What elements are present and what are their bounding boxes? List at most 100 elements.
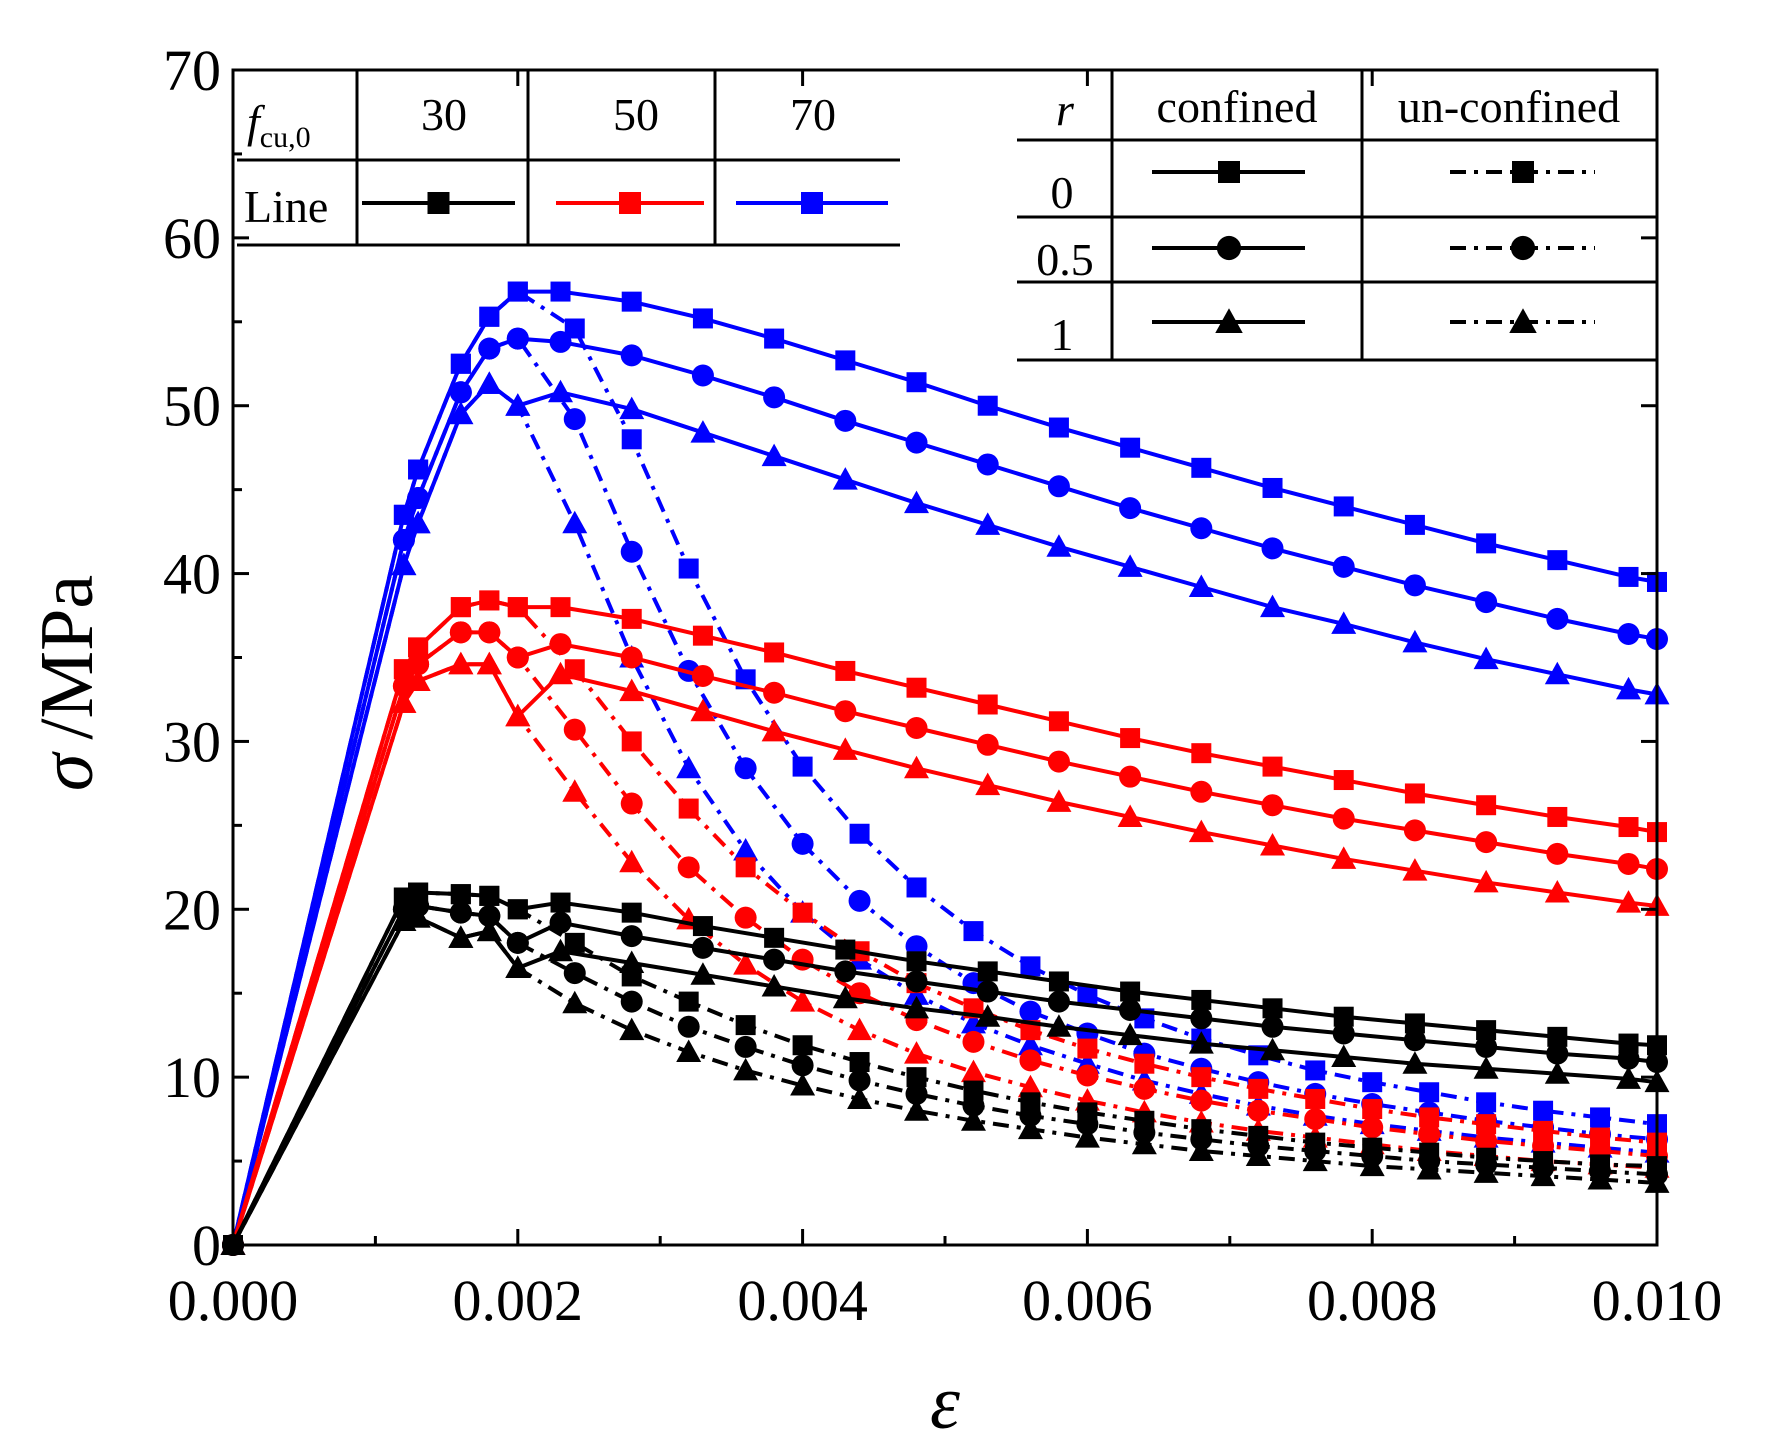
data-point bbox=[1190, 1007, 1213, 1030]
data-point bbox=[678, 558, 699, 579]
y-tick-label: 40 bbox=[163, 542, 221, 607]
data-point bbox=[1616, 1066, 1642, 1089]
data-point bbox=[621, 902, 642, 923]
data-point bbox=[506, 327, 529, 350]
data-point bbox=[691, 936, 714, 959]
data-point bbox=[479, 590, 500, 611]
data-point bbox=[1618, 566, 1639, 587]
data-point bbox=[1120, 728, 1141, 749]
x-tick-label: 0.004 bbox=[737, 1268, 868, 1333]
data-point bbox=[1188, 1031, 1214, 1054]
data-point bbox=[1533, 1120, 1554, 1141]
data-point bbox=[1188, 1138, 1214, 1161]
data-point bbox=[1590, 1107, 1611, 1128]
data-point bbox=[1473, 869, 1499, 893]
data-point bbox=[548, 379, 574, 403]
data-point bbox=[1048, 971, 1069, 992]
data-point bbox=[1017, 1074, 1043, 1098]
data-point bbox=[835, 660, 856, 681]
data-point bbox=[1404, 1013, 1425, 1034]
data-point bbox=[548, 938, 574, 962]
data-point bbox=[621, 608, 642, 629]
legend-unconfined-marker bbox=[1510, 235, 1536, 261]
data-point bbox=[1262, 756, 1283, 777]
data-point bbox=[506, 646, 529, 669]
legend-strength-value-50: 50 bbox=[613, 89, 659, 140]
data-point bbox=[963, 921, 984, 942]
legend-unconfined-header: un-confined bbox=[1398, 81, 1620, 132]
data-point bbox=[678, 991, 699, 1012]
data-point bbox=[619, 396, 645, 420]
data-point bbox=[733, 952, 759, 975]
data-point bbox=[960, 1108, 986, 1131]
data-point bbox=[692, 308, 713, 329]
data-point bbox=[620, 344, 643, 367]
data-point bbox=[478, 621, 501, 644]
data-point bbox=[408, 637, 429, 658]
data-point bbox=[692, 625, 713, 646]
data-point bbox=[1047, 475, 1070, 498]
data-point bbox=[1017, 1116, 1043, 1140]
legend-strength-samples bbox=[362, 192, 888, 214]
data-point bbox=[1475, 1129, 1498, 1152]
data-point bbox=[1077, 984, 1098, 1005]
data-point bbox=[507, 899, 528, 920]
data-point bbox=[1048, 417, 1069, 438]
data-point bbox=[1473, 646, 1499, 670]
data-point bbox=[391, 552, 417, 576]
y-axis-unit: /MPa bbox=[25, 575, 109, 740]
data-point bbox=[1261, 794, 1284, 817]
data-point bbox=[1262, 998, 1283, 1019]
data-point bbox=[449, 621, 472, 644]
data-point bbox=[906, 877, 927, 898]
data-point bbox=[975, 1004, 1001, 1027]
data-point bbox=[1362, 1072, 1383, 1093]
data-point bbox=[1020, 956, 1041, 977]
data-point bbox=[620, 646, 643, 669]
data-point bbox=[1304, 1108, 1327, 1131]
data-point bbox=[1419, 1107, 1440, 1128]
data-point bbox=[1019, 1104, 1042, 1127]
data-point bbox=[619, 849, 645, 873]
legend-confined-marker bbox=[1218, 161, 1240, 183]
data-point bbox=[620, 792, 643, 815]
data-point bbox=[963, 1080, 984, 1101]
data-point bbox=[1476, 1020, 1497, 1041]
data-point bbox=[790, 1073, 816, 1096]
data-point bbox=[761, 718, 787, 742]
legend-square-marker bbox=[801, 192, 823, 214]
data-point bbox=[1546, 607, 1569, 630]
legend-strength-value-30: 30 bbox=[421, 89, 467, 140]
data-point bbox=[621, 429, 642, 450]
data-point bbox=[1191, 457, 1212, 478]
legend-square-marker bbox=[619, 192, 641, 214]
data-point bbox=[405, 905, 431, 928]
data-point bbox=[1332, 807, 1355, 830]
data-point bbox=[620, 540, 643, 563]
data-point bbox=[1544, 880, 1570, 903]
data-point bbox=[1120, 437, 1141, 458]
data-point bbox=[1333, 1006, 1354, 1027]
data-point bbox=[1188, 574, 1214, 597]
legend-strength: fcu,0 30 50 70 Line bbox=[237, 70, 900, 247]
data-point bbox=[791, 832, 814, 855]
data-point bbox=[550, 597, 571, 618]
data-point bbox=[1403, 819, 1426, 842]
data-point bbox=[905, 717, 928, 739]
x-tick-label: 0.010 bbox=[1592, 1268, 1723, 1333]
data-point bbox=[1120, 981, 1141, 1002]
data-point bbox=[1617, 623, 1640, 645]
data-point bbox=[619, 678, 645, 702]
data-point bbox=[676, 755, 702, 779]
data-point bbox=[847, 1086, 873, 1109]
data-point bbox=[1302, 1148, 1328, 1172]
data-point bbox=[621, 291, 642, 312]
data-point bbox=[1546, 1042, 1569, 1065]
data-point bbox=[1616, 676, 1642, 700]
data-point bbox=[1047, 990, 1070, 1013]
data-point bbox=[792, 902, 813, 923]
data-point bbox=[1476, 795, 1497, 816]
data-point bbox=[1547, 550, 1568, 571]
data-point bbox=[620, 990, 643, 1013]
data-point bbox=[562, 510, 588, 534]
